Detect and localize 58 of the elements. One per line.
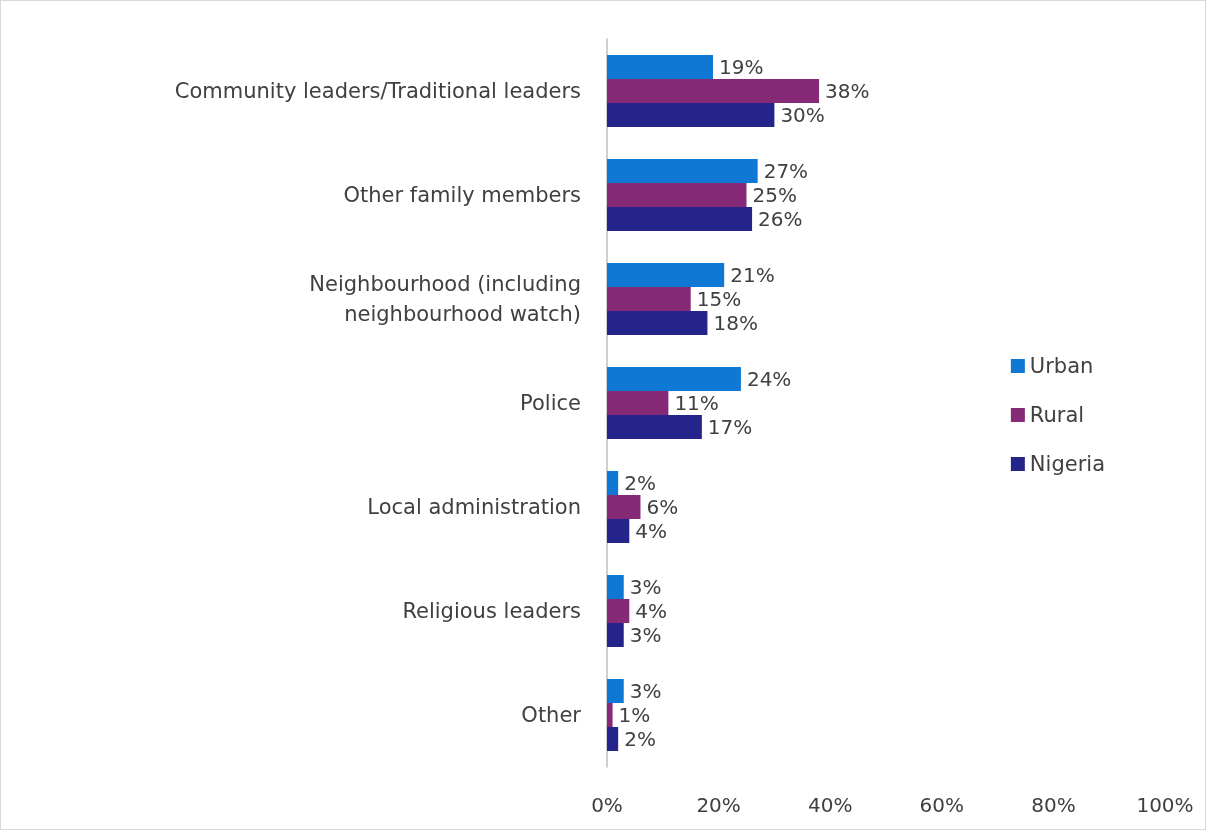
- bar: [607, 519, 630, 543]
- x-tick-label: 100%: [1136, 793, 1194, 817]
- bar: [607, 679, 624, 703]
- data-label: 19%: [719, 55, 764, 79]
- bar: [607, 159, 758, 183]
- data-label: 4%: [635, 599, 668, 623]
- bar: [607, 599, 630, 623]
- bar: [607, 287, 691, 311]
- data-label: 1%: [618, 703, 651, 727]
- bar: [607, 495, 641, 519]
- data-label: 15%: [696, 287, 742, 311]
- bar: [607, 79, 820, 103]
- data-label: 24%: [746, 367, 792, 391]
- bar: [607, 263, 725, 287]
- bar: [607, 471, 619, 495]
- bar: [607, 183, 747, 207]
- bar: [607, 391, 669, 415]
- y-tick-label: Local administration: [367, 495, 581, 519]
- data-label: 2%: [624, 727, 656, 751]
- x-tick-label: 0%: [591, 793, 623, 817]
- bar: [607, 415, 702, 439]
- bar: [607, 55, 714, 79]
- data-label: 38%: [825, 79, 870, 103]
- x-tick-label: 60%: [919, 793, 965, 817]
- bar: [607, 311, 708, 335]
- legend-label: Urban: [1029, 354, 1094, 378]
- data-label: 4%: [635, 519, 668, 543]
- bar: [607, 103, 775, 127]
- data-label: 11%: [674, 391, 719, 415]
- bar: [607, 623, 624, 647]
- bar: [607, 703, 613, 727]
- data-label: 2%: [624, 471, 656, 495]
- data-label: 3%: [629, 679, 662, 703]
- bar: [607, 367, 741, 391]
- bar: [607, 207, 753, 231]
- x-tick-label: 40%: [807, 793, 853, 817]
- legend-label: Nigeria: [1029, 452, 1106, 476]
- data-label: 25%: [752, 183, 797, 207]
- y-tick-label: Other family members: [343, 183, 581, 207]
- bar: [607, 575, 624, 599]
- y-tick-label: Religious leaders: [402, 599, 581, 623]
- bar: [607, 727, 619, 751]
- data-label: 17%: [707, 415, 753, 439]
- x-tick-label: 20%: [696, 793, 741, 817]
- data-label: 18%: [713, 311, 758, 335]
- y-tick-label: Neighbourhood (including neighbourhood watch): [309, 272, 581, 326]
- legend-label: Rural: [1029, 403, 1085, 427]
- data-label: 26%: [758, 207, 803, 231]
- y-tick-label: Police: [520, 391, 581, 415]
- y-tick-label: Community leaders/Traditional leaders: [174, 79, 581, 103]
- data-label: 21%: [730, 263, 775, 287]
- data-label: 27%: [763, 159, 809, 183]
- data-label: 30%: [780, 103, 825, 127]
- data-label: 3%: [629, 623, 662, 647]
- data-label: 3%: [629, 575, 662, 599]
- data-label: 6%: [646, 495, 679, 519]
- x-tick-label: 80%: [1031, 793, 1076, 817]
- y-tick-label: Other: [521, 703, 582, 727]
